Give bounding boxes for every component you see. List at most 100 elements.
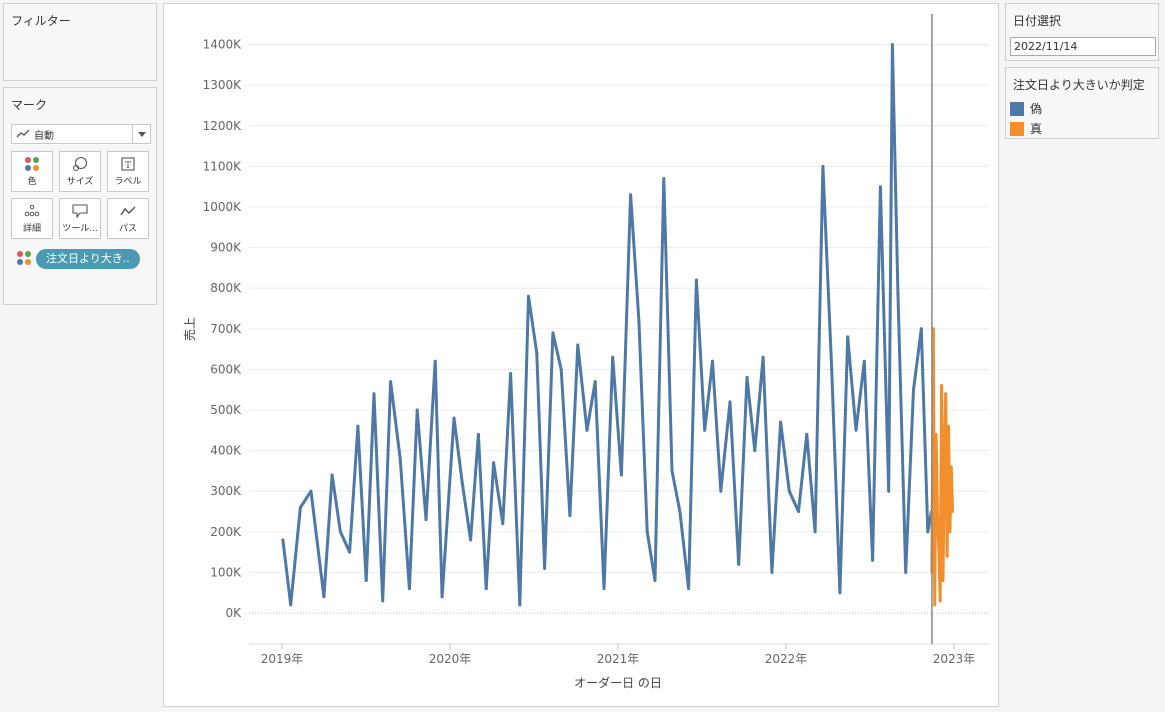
legend-item-true[interactable]: 真 (1010, 120, 1042, 137)
data-point[interactable] (703, 428, 707, 432)
data-point[interactable] (830, 367, 834, 371)
data-point[interactable] (645, 530, 649, 534)
data-point[interactable] (629, 193, 633, 197)
data-point[interactable] (941, 579, 945, 583)
data-point[interactable] (637, 319, 641, 323)
data-point[interactable] (940, 384, 944, 388)
data-point[interactable] (298, 505, 302, 509)
data-point[interactable] (568, 514, 572, 518)
data-point[interactable] (878, 185, 882, 189)
data-point[interactable] (460, 481, 464, 485)
data-point[interactable] (737, 562, 741, 566)
data-point[interactable] (694, 278, 698, 282)
data-point[interactable] (797, 510, 801, 513)
data-point[interactable] (912, 388, 916, 392)
data-point[interactable] (871, 558, 875, 562)
data-point[interactable] (602, 587, 606, 591)
filter-shelf[interactable]: フィルター (3, 3, 157, 81)
data-point[interactable] (753, 449, 757, 453)
data-point[interactable] (501, 522, 505, 526)
size-button[interactable]: サイズ (59, 151, 101, 192)
data-point[interactable] (949, 465, 953, 469)
data-point[interactable] (846, 335, 850, 339)
data-point[interactable] (415, 408, 419, 412)
mark-type-dropdown[interactable]: 自動 (11, 124, 151, 144)
data-point[interactable] (711, 359, 715, 363)
line-chart[interactable]: 0K 100K 200K 300K 400K 500K 600K 700K 800K 900K 10… (164, 4, 998, 706)
data-point[interactable] (838, 591, 842, 595)
data-point[interactable] (670, 469, 674, 473)
data-point[interactable] (813, 530, 817, 534)
data-point[interactable] (330, 473, 334, 477)
data-point[interactable] (919, 327, 923, 331)
data-point[interactable] (309, 489, 313, 493)
data-point[interactable] (951, 510, 955, 513)
data-point[interactable] (559, 367, 563, 371)
data-point[interactable] (662, 177, 666, 181)
data-point[interactable] (934, 432, 938, 436)
data-point[interactable] (476, 432, 480, 436)
data-point[interactable] (946, 424, 950, 428)
data-point[interactable] (527, 294, 531, 298)
data-point[interactable] (896, 290, 900, 294)
data-point[interactable] (398, 457, 402, 461)
data-point[interactable] (948, 530, 952, 534)
data-point[interactable] (678, 510, 682, 513)
data-point[interactable] (348, 550, 352, 554)
data-point[interactable] (484, 587, 488, 591)
data-point[interactable] (407, 587, 411, 591)
data-point[interactable] (745, 376, 749, 380)
data-point[interactable] (389, 380, 393, 384)
data-point[interactable] (469, 538, 473, 542)
chevron-down-icon[interactable] (132, 125, 150, 143)
data-point[interactable] (926, 530, 930, 534)
data-point[interactable] (551, 331, 555, 335)
date-input[interactable] (1010, 37, 1156, 56)
data-point[interactable] (945, 554, 949, 558)
label-button[interactable]: T ラベル (107, 151, 149, 192)
color-field-pill[interactable]: 注文日より大き.. (36, 249, 140, 269)
data-point[interactable] (535, 351, 539, 355)
data-point[interactable] (904, 570, 908, 574)
series-lines[interactable] (281, 43, 955, 607)
data-point[interactable] (433, 359, 437, 363)
data-point[interactable] (862, 359, 866, 363)
data-point[interactable] (619, 473, 623, 477)
data-point[interactable] (761, 355, 765, 359)
data-point[interactable] (338, 530, 342, 534)
data-point[interactable] (518, 603, 522, 607)
data-point[interactable] (509, 371, 513, 375)
data-point[interactable] (381, 599, 385, 603)
data-point[interactable] (933, 603, 937, 607)
data-point[interactable] (687, 587, 691, 591)
data-point[interactable] (779, 420, 783, 424)
series-line-1[interactable] (930, 327, 955, 607)
data-point[interactable] (281, 538, 285, 542)
data-point[interactable] (611, 355, 615, 359)
data-point[interactable] (322, 595, 326, 599)
data-point[interactable] (942, 457, 946, 461)
data-point[interactable] (944, 392, 948, 396)
data-point[interactable] (854, 428, 858, 432)
data-point[interactable] (890, 43, 894, 47)
data-point[interactable] (937, 546, 941, 550)
data-point[interactable] (364, 579, 368, 583)
data-point[interactable] (787, 489, 791, 493)
data-point[interactable] (576, 343, 580, 347)
data-point[interactable] (543, 566, 547, 570)
legend-item-false[interactable]: 偽 (1010, 100, 1042, 117)
data-point[interactable] (887, 489, 891, 493)
data-point[interactable] (452, 416, 456, 420)
data-point[interactable] (938, 599, 942, 603)
tooltip-button[interactable]: ツール... (59, 198, 101, 239)
color-button[interactable]: 色 (11, 151, 53, 192)
data-point[interactable] (821, 164, 825, 168)
data-point[interactable] (372, 392, 376, 396)
path-button[interactable]: パス (107, 198, 149, 239)
data-point[interactable] (440, 595, 444, 599)
data-point[interactable] (728, 400, 732, 404)
data-point[interactable] (585, 428, 589, 432)
detail-button[interactable]: 詳細 (11, 198, 53, 239)
data-point[interactable] (770, 570, 774, 574)
data-point[interactable] (492, 461, 496, 465)
